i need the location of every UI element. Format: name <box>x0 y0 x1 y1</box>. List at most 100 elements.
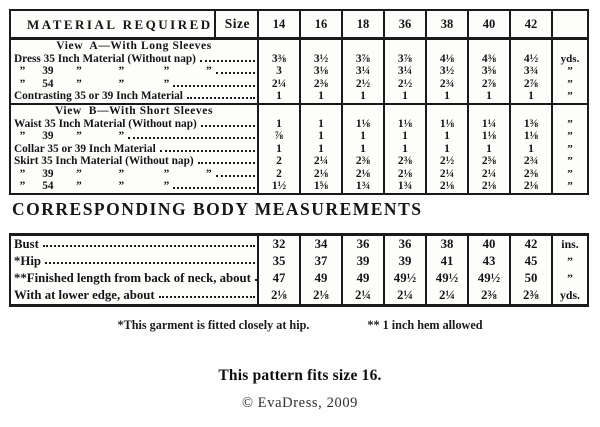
dot-leader <box>128 137 255 140</box>
footnotes: *This garment is fitted closely at hip. … <box>0 318 600 333</box>
value-cell: 1 <box>299 118 341 131</box>
value-cell: 42 <box>509 236 551 253</box>
material-required-header-cell: MATERIAL REQUIRED Size <box>11 11 257 37</box>
unit-cell: ins. <box>551 236 587 253</box>
dot-leader <box>42 245 255 247</box>
value-cell: 43 <box>467 253 509 270</box>
value-cell: 2¼ <box>467 168 509 181</box>
body-measurements-heading: CORRESPONDING BODY MEASUREMENTS <box>12 199 423 219</box>
row-label-cell: ” 39 ” ” ” ” <box>11 168 257 181</box>
value-cell: 2⅛ <box>341 168 383 181</box>
row-label: ” 39 ” ” <box>14 130 125 143</box>
copyright-notice: © EvaDress, 2009 <box>241 395 359 411</box>
table-row-hip: *Hip 35 37 39 39 41 43 45 ” <box>11 253 587 270</box>
dot-leader <box>158 296 255 298</box>
dot-leader <box>159 149 255 152</box>
unit-cell: ” <box>551 253 587 270</box>
value-cell: 49½ <box>383 270 425 287</box>
row-label-cell: Waist 35 Inch Material (Without nap) <box>11 118 257 131</box>
value-cell: 47 <box>257 270 299 287</box>
value-cell: 2⅛ <box>299 168 341 181</box>
table-row-dress-54: ” 54 ” ” ” 2¼ 2⅜ 2½ 2½ 2¾ 2⅞ 2⅞ ” <box>11 78 587 91</box>
value-cell: 1 <box>299 130 341 143</box>
row-label: ” 54 ” ” ” <box>14 180 170 193</box>
value-cell: 2 <box>257 168 299 181</box>
value-cell: 1 <box>383 130 425 143</box>
value-cell: 2⅛ <box>257 287 299 304</box>
row-label-cell: Contrasting 35 or 39 Inch Material <box>11 91 257 104</box>
value-cell: 50 <box>509 270 551 287</box>
value-cell: 2¼ <box>383 287 425 304</box>
value-cell: 49½ <box>467 270 509 287</box>
table-row-bust: Bust 32 34 36 36 38 40 42 ins. <box>11 236 587 253</box>
table-row-skirt-35: Skirt 35 Inch Material (Without nap) 2 2… <box>11 155 587 168</box>
table-row-width-lower-edge: With at lower edge, about 2⅛ 2⅛ 2¼ 2¼ 2¼… <box>11 287 587 304</box>
size-column-header: 38 <box>425 11 467 37</box>
value-cell: 1 <box>257 143 299 156</box>
unit-cell: ” <box>551 143 587 156</box>
row-label-cell: ” 39 ” ” ” ” <box>11 66 257 79</box>
table-row-waist-35: Waist 35 Inch Material (Without nap) 1 1… <box>11 118 587 131</box>
value-cell: 2½ <box>383 78 425 91</box>
value-cell: 49½ <box>425 270 467 287</box>
value-cell: 1 <box>509 90 551 103</box>
value-cell: 4⅛ <box>425 53 467 66</box>
value-cell: 2⅜ <box>383 155 425 168</box>
empty-cell <box>299 105 341 118</box>
empty-cell <box>551 40 587 53</box>
empty-cell <box>257 40 299 53</box>
value-cell: 2⅛ <box>383 168 425 181</box>
value-cell: 2⅛ <box>467 180 509 193</box>
value-cell: 3⅞ <box>383 53 425 66</box>
value-cell: 2¼ <box>425 287 467 304</box>
value-cell: 49 <box>341 270 383 287</box>
dot-leader <box>254 279 257 281</box>
value-cell: 2¼ <box>299 155 341 168</box>
table-row-dress-35: Dress 35 Inch Material (Without nap) 3⅜ … <box>11 53 587 66</box>
unit-cell: ” <box>551 90 587 103</box>
row-label: With at lower edge, about <box>14 288 155 303</box>
dot-leader <box>215 174 255 177</box>
value-cell: 1 <box>383 143 425 156</box>
value-cell: 1 <box>341 90 383 103</box>
value-cell: 1⅛ <box>425 118 467 131</box>
hip-footnote: *This garment is fitted closely at hip. <box>117 318 310 332</box>
unit-cell: yds. <box>551 53 587 66</box>
row-label: Bust <box>14 237 39 252</box>
table-row-skirt-39: ” 39 ” ” ” ” 2 2⅛ 2⅛ 2⅛ 2¼ 2¼ 2⅜ ” <box>11 168 587 181</box>
value-cell: 1 <box>257 90 299 103</box>
empty-cell <box>383 40 425 53</box>
size-column-header: 18 <box>341 11 383 37</box>
row-label: Contrasting 35 or 39 Inch Material <box>14 90 183 103</box>
unit-cell: ” <box>551 270 587 287</box>
value-cell: 2¼ <box>425 168 467 181</box>
value-cell: 2⅛ <box>425 180 467 193</box>
dot-leader <box>215 72 255 75</box>
empty-cell <box>341 105 383 118</box>
empty-cell <box>425 40 467 53</box>
value-cell: 1¼ <box>467 118 509 131</box>
value-cell: 1 <box>383 90 425 103</box>
row-label: Dress 35 Inch Material (Without nap) <box>14 53 196 65</box>
value-cell: 2⅜ <box>341 155 383 168</box>
value-cell: 3⅛ <box>299 65 341 78</box>
value-cell: 32 <box>257 236 299 253</box>
dot-leader <box>173 187 255 190</box>
size-column-header: 36 <box>383 11 425 37</box>
empty-cell <box>425 105 467 118</box>
value-cell: 36 <box>341 236 383 253</box>
view-b-title-row: View B—With Short Sleeves <box>11 103 587 118</box>
value-cell: 39 <box>383 253 425 270</box>
view-a-title: View A—With Long Sleeves <box>56 40 212 52</box>
unit-cell: ” <box>551 78 587 91</box>
value-cell: 41 <box>425 253 467 270</box>
value-cell: 1⅜ <box>509 118 551 131</box>
value-cell: 3⅝ <box>467 65 509 78</box>
value-cell: 35 <box>257 253 299 270</box>
table-row-collar: Collar 35 or 39 Inch Material 1 1 1 1 1 … <box>11 143 587 156</box>
unit-cell: ” <box>551 65 587 78</box>
size-column-header: 42 <box>509 11 551 37</box>
size-column-header: 40 <box>467 11 509 37</box>
value-cell: 40 <box>467 236 509 253</box>
